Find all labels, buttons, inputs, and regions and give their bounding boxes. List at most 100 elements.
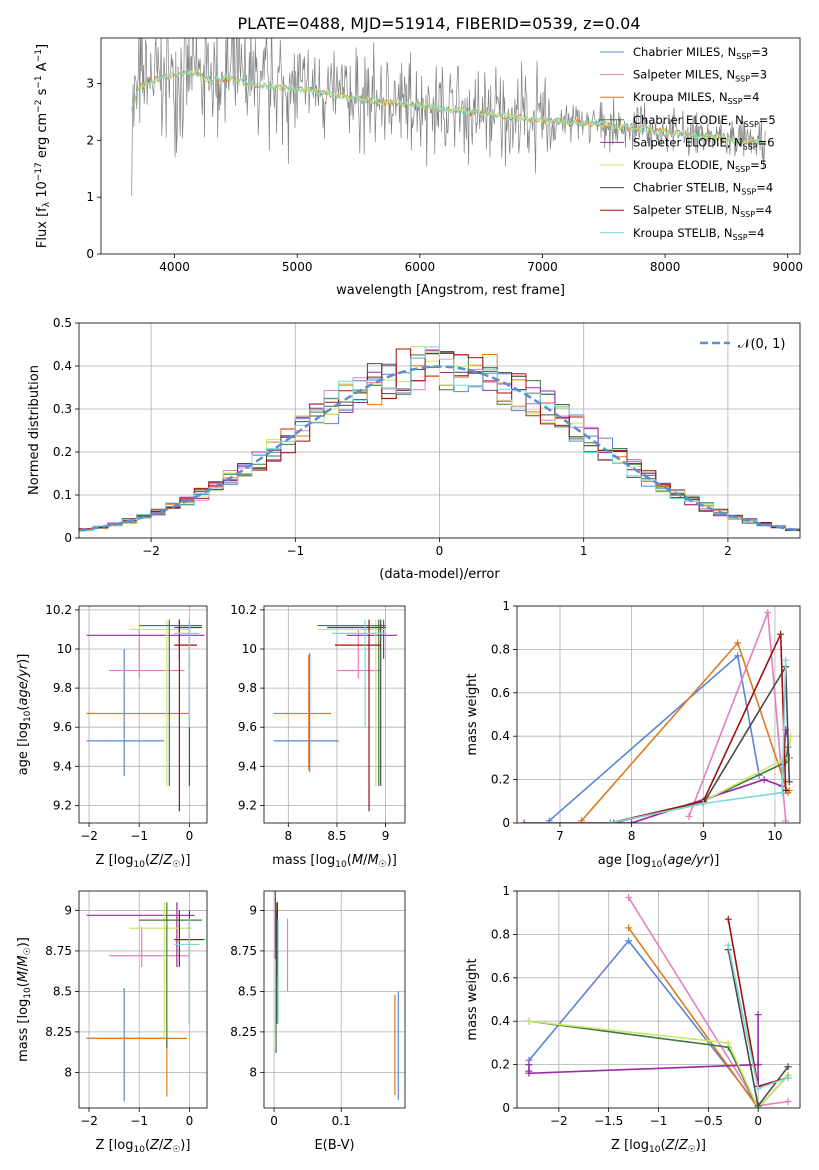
y-tick-label: 0.3 [53,402,72,416]
axes-frame [516,605,801,824]
x-tick-label: 9000 [772,260,803,274]
x-tick-label: 0.1 [332,1114,351,1128]
weight-marker [685,812,693,820]
weight-marker [525,1017,533,1025]
y-tick-label: 10 [57,642,72,656]
x-tick-label: −1 [286,544,304,558]
x-tick-label: 8.5 [327,829,346,843]
panel-mass-vs-EBV: 0 0.1 8 8.25 8.5 8.75 9 E(B-V) [230,890,406,1153]
panel-weight-vs-Z: −2 −1.5 −1 −0.5 0 0 0.2 0.4 0.6 0.8 1 mass weight Z … [465,884,801,1155]
weight-marker [610,819,618,823]
panel-spectrum: 4000 5000 6000 7000 8000 9000 0 1 2 3 Chabrier MIL… [34,37,803,298]
y-tick-label: 0.5 [53,316,72,330]
x-tick-label: −1 [650,1114,668,1128]
x-tick-label: −2 [80,829,98,843]
plot-area [131,38,766,196]
legend-entry: Kroupa STELIB, NSSP=4 [633,226,764,242]
axes-frame [100,37,801,255]
weight-series-line [528,939,759,1107]
weight-marker [760,776,768,784]
weight-marker [782,656,790,664]
weight-marker [754,1102,762,1108]
y-tick-label: 1 [502,599,510,613]
legend-entry: Chabrier STELIB, NSSP=4 [633,181,773,197]
weight-marker [628,819,636,823]
panel-age-vs-Z: −2 −1 0 9.2 9.4 9.6 9.8 10 10.2 Z [log10(Z/Z☉)] ag… [16,603,208,870]
legend-entry: Salpeter ELODIE, NSSP=6 [633,135,775,151]
weight-marker [784,1074,792,1082]
y-tick-label: 9.6 [238,720,257,734]
y-tick-label: 8.5 [53,984,72,998]
y-tick-label: 0.2 [491,1058,510,1072]
y-axis-label: age [log10(age/yr)] [16,654,33,776]
normal-curve [79,365,800,532]
x-tick-label: −1 [130,1114,148,1128]
weight-marker [525,1061,533,1069]
y-tick-label: 2 [86,133,94,147]
y-tick-label: 0.4 [53,359,72,373]
x-tick-label: 7 [556,829,564,843]
model-spectrum-line [131,68,765,146]
x-tick-label: 0 [186,1114,194,1128]
x-tick-label: 7000 [527,260,558,274]
y-tick-label: 3 [86,76,94,90]
legend-entry: Kroupa MILES, NSSP=4 [633,90,759,106]
plot-area [79,606,207,823]
x-tick-label: 0 [270,1114,278,1128]
y-tick-label: 8.75 [45,944,72,958]
plot-area [79,323,800,538]
y-tick-label: 9.8 [53,681,72,695]
y-tick-label: 9.4 [53,759,72,773]
plot-area [79,891,207,1108]
weight-marker [724,941,732,949]
weight-marker [724,1039,732,1047]
legend-entry: Kroupa ELODIE, NSSP=5 [633,158,767,174]
legend-entry: 𝒩(0, 1) [738,337,785,352]
panel-weight-vs-age: 7 8 9 10 0 0.2 0.4 0.6 0.8 1 mass weight age [log10… [465,599,801,870]
weight-marker [782,817,790,823]
plot-area [517,606,800,823]
y-tick-label: 9 [249,903,257,917]
y-tick-label: 0.4 [491,729,510,743]
x-tick-label: 0 [186,829,194,843]
x-tick-label: 8 [628,829,636,843]
x-tick-label: 8000 [650,260,681,274]
weight-marker [699,799,707,807]
y-tick-label: 8.5 [238,984,257,998]
weight-marker [577,817,585,823]
x-tick-label: 9 [382,829,390,843]
y-tick-label: 10.2 [45,603,72,617]
x-axis-label: (data-model)/error [379,567,500,582]
x-tick-label: −0.5 [694,1114,723,1128]
histogram-step [79,346,800,532]
x-tick-label: −2 [142,544,160,558]
weight-series-line [609,633,787,823]
y-tick-label: 9.6 [53,720,72,734]
weight-series-line [528,1020,789,1108]
x-tick-label: 6000 [405,260,436,274]
weight-marker [785,778,793,786]
y-axis-label: mass weight [465,673,480,755]
y-tick-label: 9.2 [238,798,257,812]
weight-marker [545,817,553,823]
x-tick-label: 8 [284,829,292,843]
x-axis-label: Z [log10(Z/Z☉)] [96,853,191,870]
axes-frame [78,605,208,824]
legend-entry: Salpeter MILES, NSSP=3 [633,68,767,84]
x-tick-label: 4000 [159,260,190,274]
weight-marker [606,819,614,823]
y-tick-label: 10.2 [230,603,257,617]
plot-area [264,891,405,1108]
y-tick-label: 1 [502,884,510,898]
x-tick-label: −2 [550,1114,568,1128]
weight-series-line [580,641,790,822]
weight-marker [520,819,528,823]
y-tick-label: 9 [64,903,72,917]
x-axis-label: Z [log10(Z/Z☉)] [611,1138,706,1155]
y-tick-label: 0 [64,531,72,545]
weight-marker [734,639,742,647]
weight-series-line [609,660,787,823]
y-tick-label: 0 [502,816,510,830]
panel-mass-vs-Z: −2 −1 0 8 8.25 8.5 8.75 9 Z [log10(Z/Z☉)] mass [l… [16,890,208,1155]
legend-entry: Chabrier ELODIE, NSSP=5 [633,113,776,129]
